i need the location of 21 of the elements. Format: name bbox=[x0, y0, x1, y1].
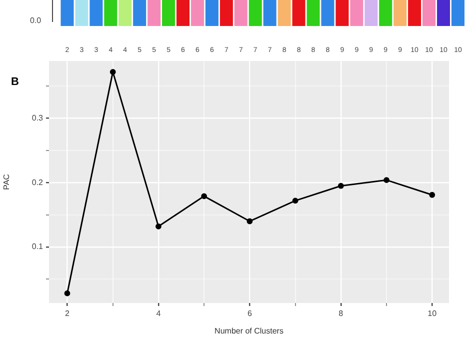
point bbox=[384, 177, 390, 184]
point bbox=[338, 182, 344, 189]
point bbox=[156, 223, 162, 230]
y-axis-title: PAC bbox=[2, 174, 12, 190]
x-tick-label: 8 bbox=[338, 309, 344, 318]
x-tick-label: 2 bbox=[65, 309, 70, 318]
point bbox=[429, 192, 436, 198]
point bbox=[292, 198, 298, 204]
point bbox=[110, 68, 116, 75]
text: B bbox=[11, 76, 19, 88]
x-tick-label: 10 bbox=[428, 309, 438, 318]
x-tick-label: 4 bbox=[156, 309, 162, 318]
point bbox=[246, 218, 253, 224]
x-tick-label: 6 bbox=[247, 309, 252, 318]
y-tick-label: 0.2 bbox=[32, 178, 44, 187]
text: 0.0 bbox=[30, 16, 42, 25]
y-tick-label: 0.3 bbox=[32, 113, 44, 122]
x-axis-title: Number of Clusters bbox=[214, 326, 284, 336]
y-tick-label: 0.1 bbox=[32, 242, 44, 252]
point bbox=[64, 290, 70, 296]
point bbox=[201, 193, 208, 200]
